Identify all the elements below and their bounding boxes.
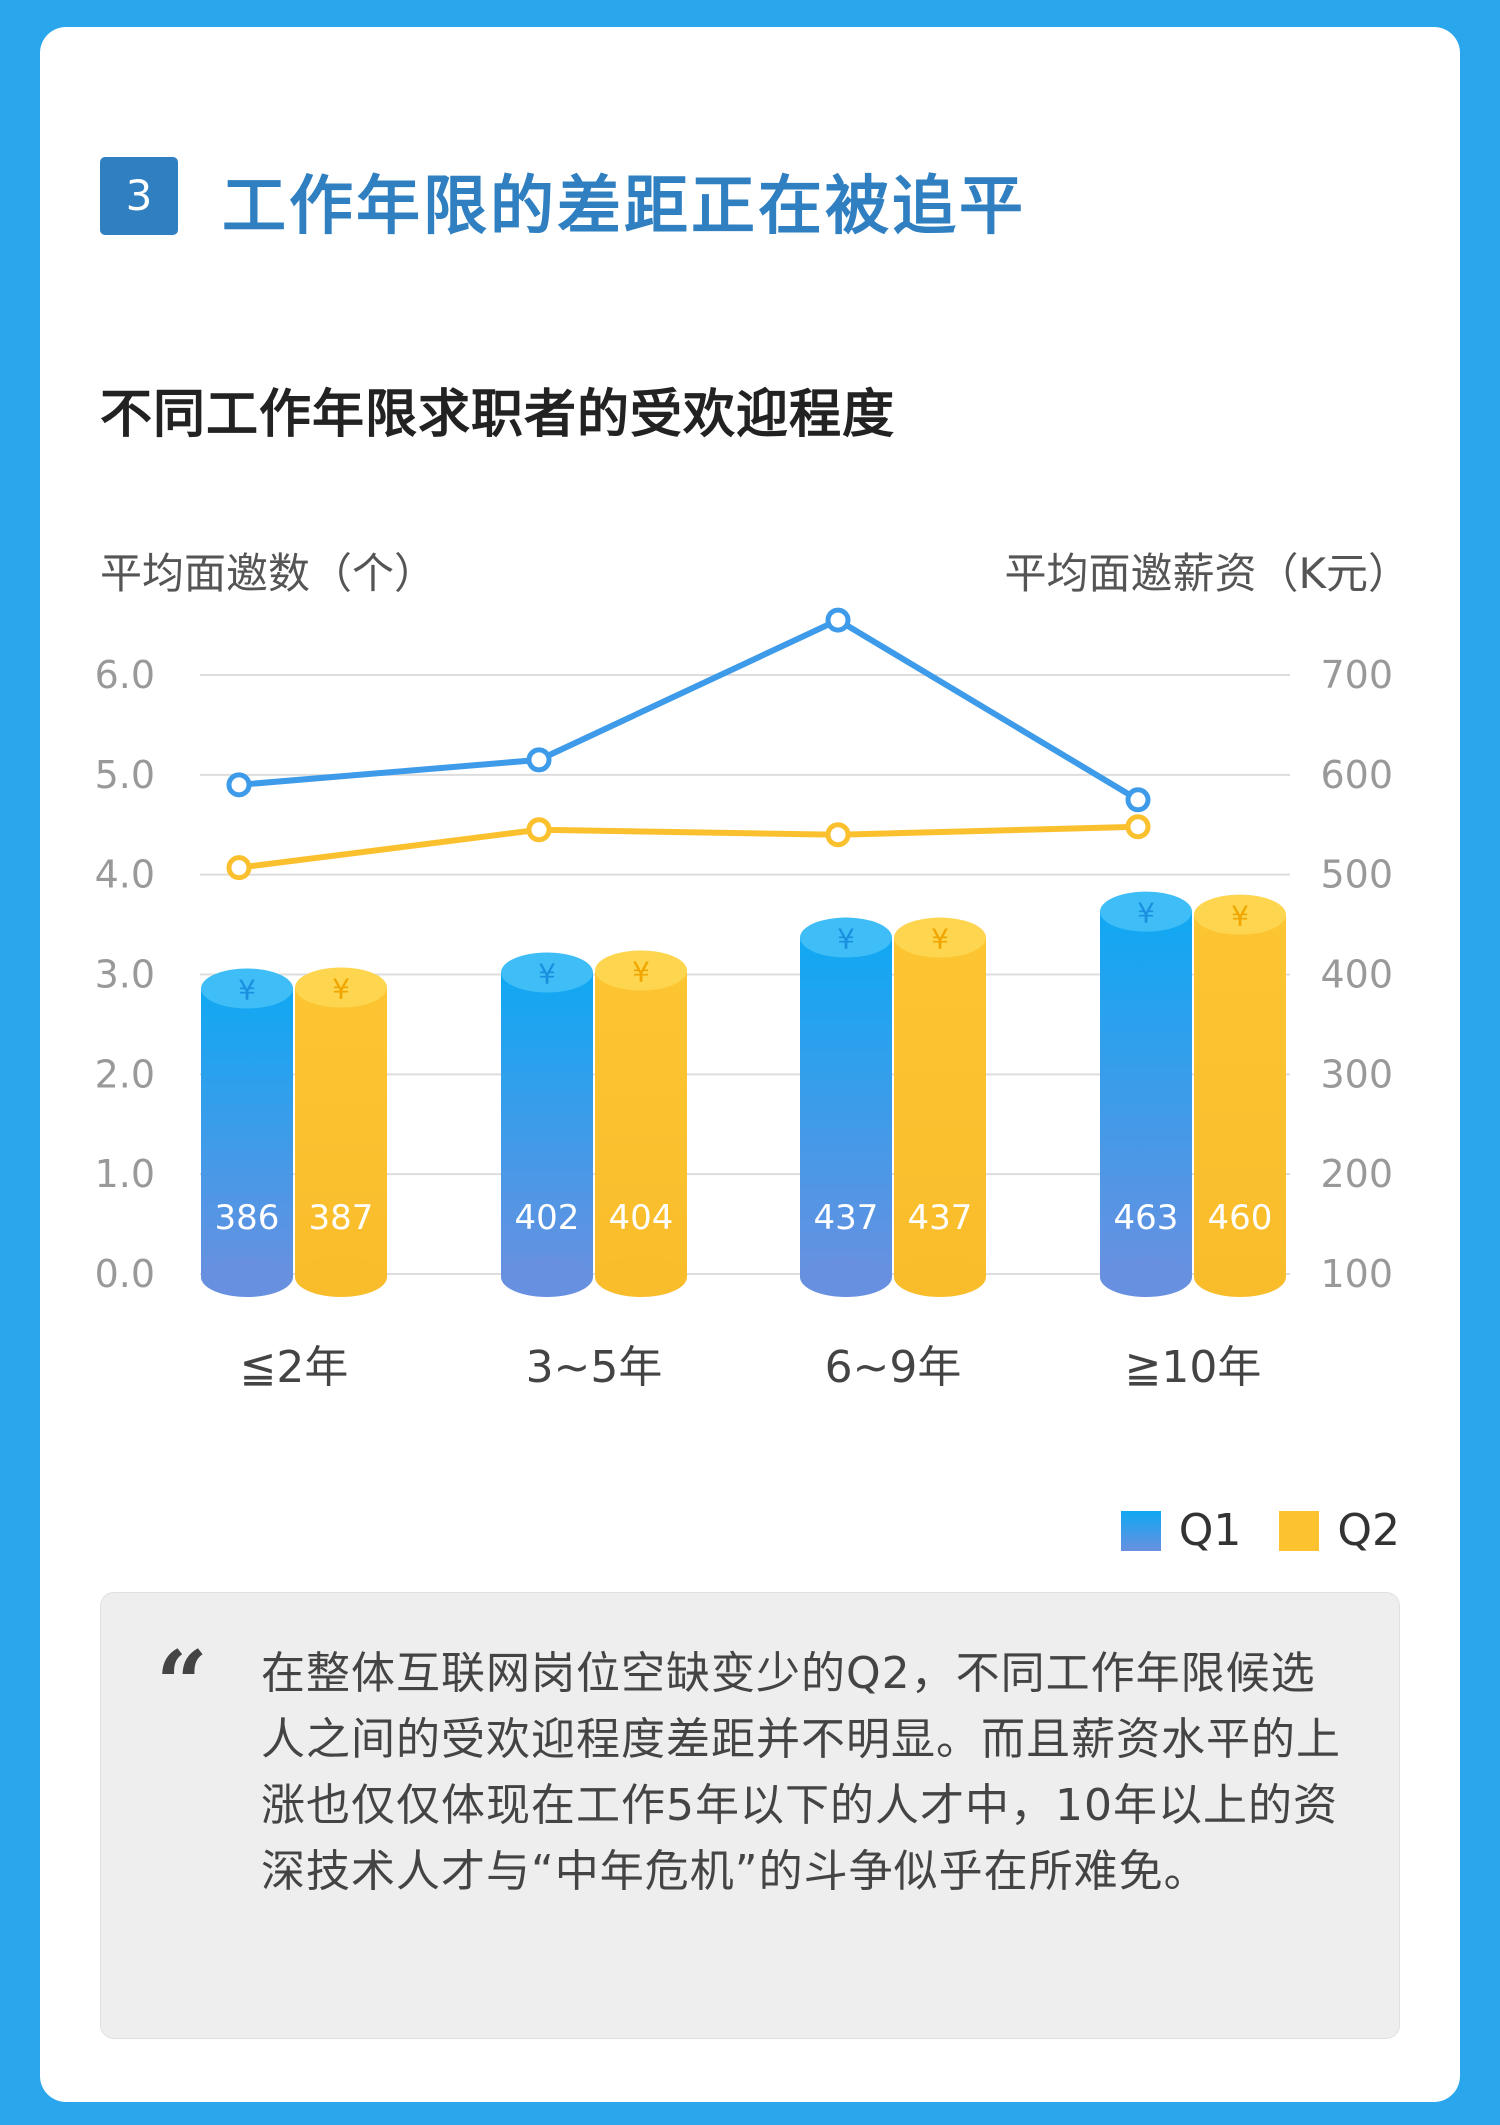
right-tick-label: 500 bbox=[1320, 853, 1393, 897]
line-point-q2 bbox=[226, 855, 252, 881]
bar-top-q1 bbox=[800, 917, 892, 958]
section-title: 工作年限的差距正在被追平 bbox=[222, 170, 1026, 244]
bar-top-q1 bbox=[501, 952, 593, 993]
bar-q1 bbox=[201, 988, 293, 1277]
right-axis-title: 平均面邀薪资（K元） bbox=[1004, 549, 1410, 598]
bar-base-q2 bbox=[1194, 1257, 1286, 1297]
bar-value-label: 386 bbox=[215, 1198, 280, 1238]
left-tick-label: 0.0 bbox=[95, 1252, 155, 1296]
bar-top-q2 bbox=[894, 917, 986, 958]
bar-value-label: 437 bbox=[814, 1198, 879, 1238]
bar-q2 bbox=[1194, 914, 1286, 1277]
bar-base-q2 bbox=[295, 1257, 387, 1297]
bar-base-q1 bbox=[1100, 1257, 1192, 1297]
right-tick-label: 300 bbox=[1320, 1052, 1393, 1096]
currency-icon: ¥ bbox=[332, 972, 350, 1005]
bar-top-q1 bbox=[1100, 891, 1192, 932]
left-tick-label: 1.0 bbox=[95, 1152, 155, 1196]
bar-value-label: 404 bbox=[609, 1198, 674, 1238]
left-tick-label: 5.0 bbox=[95, 753, 155, 797]
left-tick-label: 6.0 bbox=[95, 653, 155, 697]
legend-label-q2: Q2 bbox=[1337, 1505, 1400, 1556]
section-number-badge: 3 bbox=[100, 157, 178, 235]
category-label: 3~5年 bbox=[526, 1342, 663, 1393]
line-point-q1 bbox=[825, 607, 851, 633]
currency-icon: ¥ bbox=[1231, 900, 1249, 933]
chart-title: 不同工作年限求职者的受欢迎程度 bbox=[100, 385, 896, 445]
currency-icon: ¥ bbox=[931, 923, 949, 956]
right-tick-label: 700 bbox=[1320, 653, 1393, 697]
line-point-q2 bbox=[526, 817, 552, 843]
bar-value-label: 387 bbox=[309, 1198, 374, 1238]
line-point-q1 bbox=[526, 747, 552, 773]
left-axis-title: 平均面邀数（个） bbox=[100, 549, 437, 598]
bar-value-label: 402 bbox=[515, 1198, 580, 1238]
quote-mark: “ bbox=[156, 1631, 208, 1737]
bar-base-q2 bbox=[894, 1257, 986, 1297]
legend-swatch-q1 bbox=[1120, 1510, 1161, 1551]
line-q1 bbox=[238, 617, 1140, 803]
line-point-q1 bbox=[226, 772, 252, 798]
right-tick-label: 400 bbox=[1320, 953, 1393, 997]
bar-q1 bbox=[1100, 911, 1192, 1277]
bar-top-q2 bbox=[295, 967, 387, 1008]
bar-value-label: 437 bbox=[908, 1198, 973, 1238]
line-point-q2 bbox=[1125, 814, 1151, 840]
currency-icon: ¥ bbox=[1137, 897, 1155, 930]
bar-q1 bbox=[501, 972, 593, 1277]
currency-icon: ¥ bbox=[837, 923, 855, 956]
currency-icon: ¥ bbox=[632, 956, 650, 989]
currency-icon: ¥ bbox=[238, 973, 256, 1006]
legend-item-q2: Q2 bbox=[1279, 1505, 1400, 1556]
left-tick-label: 3.0 bbox=[95, 953, 155, 997]
category-label: 6~9年 bbox=[825, 1342, 962, 1393]
chart: ¥ ¥ ¥ ¥ ¥ ¥ ¥ ¥ 6.0 5.0 4.0 3.0 2.0 1.0 0.0 700 600 500 4… bbox=[95, 607, 1393, 1393]
category-label: ≦2年 bbox=[240, 1342, 349, 1393]
bar-q1 bbox=[800, 937, 892, 1277]
bar-q2 bbox=[595, 970, 687, 1277]
bar-q2 bbox=[295, 987, 387, 1277]
bar-top-q1 bbox=[201, 968, 293, 1009]
bar-top-q2 bbox=[595, 950, 687, 991]
bar-base-q2 bbox=[595, 1257, 687, 1297]
line-point-q2 bbox=[825, 822, 851, 848]
quote-box: “ 在整体互联网岗位空缺变少的Q2，不同工作年限候选人之间的受欢迎程度差距并不明… bbox=[100, 1592, 1400, 2039]
line-q2 bbox=[238, 823, 1139, 871]
card: 3 工作年限的差距正在被追平 不同工作年限求职者的受欢迎程度 平均面邀数（个） … bbox=[40, 27, 1460, 2102]
line-point-q1 bbox=[1125, 787, 1151, 813]
left-tick-label: 2.0 bbox=[95, 1052, 155, 1096]
bar-q2 bbox=[894, 937, 986, 1277]
right-tick-label: 600 bbox=[1320, 753, 1393, 797]
currency-icon: ¥ bbox=[538, 958, 556, 991]
bar-value-label: 463 bbox=[1114, 1198, 1179, 1238]
bar-base-q1 bbox=[201, 1257, 293, 1297]
legend: Q1 Q2 bbox=[1097, 1505, 1400, 1556]
bar-base-q1 bbox=[501, 1257, 593, 1297]
bar-value-label: 460 bbox=[1208, 1198, 1273, 1238]
bar-top-q2 bbox=[1194, 894, 1286, 935]
legend-item-q1: Q1 bbox=[1120, 1505, 1242, 1556]
category-label: ≧10年 bbox=[1125, 1342, 1262, 1393]
right-tick-label: 100 bbox=[1320, 1252, 1393, 1296]
bar-base-q1 bbox=[800, 1257, 892, 1297]
right-tick-label: 200 bbox=[1320, 1152, 1393, 1196]
quote-text: 在整体互联网岗位空缺变少的Q2，不同工作年限候选人之间的受欢迎程度差距并不明显。… bbox=[261, 1648, 1341, 1897]
legend-label-q1: Q1 bbox=[1178, 1505, 1242, 1556]
left-tick-label: 4.0 bbox=[95, 853, 155, 897]
legend-swatch-q2 bbox=[1279, 1510, 1320, 1551]
